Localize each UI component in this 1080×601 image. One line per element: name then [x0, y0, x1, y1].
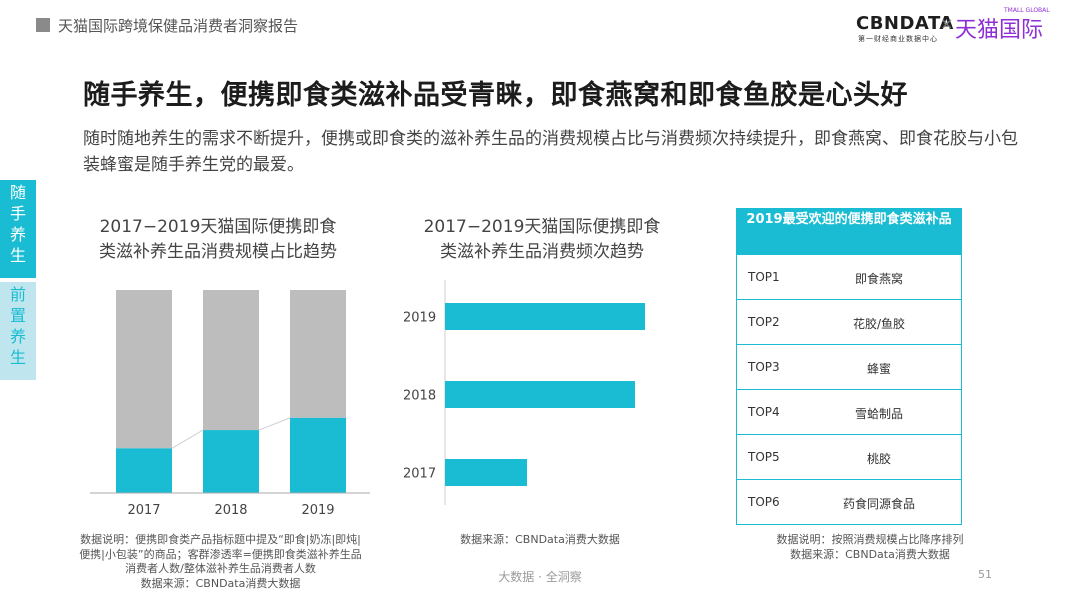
side-tab-casual-wellness[interactable]: 随 手 养 生	[0, 180, 36, 278]
side-tab-early-wellness[interactable]: 前 置 养 生	[0, 282, 36, 380]
x-tick-label: 2019	[301, 503, 334, 518]
product-name: 桃胶	[866, 452, 891, 466]
chart2-title-line: 类滋补养生品消费频次趋势	[440, 242, 644, 262]
chart2-title: 2017−2019天猫国际便携即食 类滋补养生品消费频次趋势	[412, 215, 672, 265]
trend-connector	[258, 417, 291, 431]
product-name: 花胶/鱼胶	[852, 317, 906, 331]
bar-share-2018	[203, 430, 259, 493]
top-products-table: 2019最受欢迎的便携即食类滋补品 TOP1 即食燕窝 TOP2 花胶/鱼胶 TOP3 蜂…	[736, 208, 962, 525]
rank-label: TOP5	[748, 450, 780, 464]
note-line: 便携|小包装”的商品；客群渗透率=便携即食类滋补养生品	[79, 547, 362, 561]
page-subtext: 随时随地养生的需求不断提升，便携或即食类的滋补养生品的消费规模占比与消费频次持续…	[83, 129, 1018, 175]
side-tab-char: 置	[9, 306, 26, 325]
bar-gray-2018	[203, 290, 259, 431]
bar-frequency-2019	[445, 303, 645, 330]
bar-gray-2017	[116, 290, 172, 449]
table-row: TOP2 花胶/鱼胶	[737, 299, 961, 344]
side-tab-char: 前	[9, 285, 26, 304]
header-marker	[36, 18, 50, 32]
note-line: 消费者人数/整体滋补养生品消费者人数	[125, 562, 316, 575]
bar-frequency-2017	[445, 459, 527, 486]
page-number: 51	[978, 568, 992, 581]
product-name: 药食同源食品	[842, 497, 915, 511]
x-tick-label: 2018	[214, 503, 247, 518]
report-title: 天猫国际跨境保健品消费者洞察报告	[58, 17, 299, 35]
chart2-horizontal-bar: 2019 2018 2017	[403, 280, 645, 505]
chart2-title-line: 2017−2019天猫国际便携即食	[423, 217, 661, 237]
product-name: 即食燕窝	[854, 272, 903, 286]
chart1-title: 2017−2019天猫国际便携即食 类滋补养生品消费规模占比趋势	[88, 215, 348, 265]
rank-label: TOP1	[748, 270, 780, 284]
tmall-global-logo: 天猫国际	[955, 18, 1044, 43]
side-tab-char: 手	[9, 204, 26, 223]
chart1-notes: 数据说明：便携即食类产品指标题中提及“即食|奶冻|即炖| 便携|小包装”的商品；…	[78, 533, 363, 591]
page-headline: 随手养生，便携即食类滋补品受青睐，即食燕窝和即食鱼胶是心头好	[83, 80, 908, 111]
cbndata-logo-subtitle: 第一财经商业数据中心	[858, 35, 938, 43]
table-title: 2019最受欢迎的便携即食类滋补品	[746, 212, 952, 227]
table-row: TOP6 药食同源食品	[737, 479, 961, 524]
side-tab-char: 随	[9, 183, 26, 202]
chart3-notes: 数据说明：按照消费规模占比降序排列 数据来源：CBNData消费大数据	[750, 533, 990, 562]
side-tab-char: 生	[9, 348, 26, 367]
table-row: TOP4 雪蛤制品	[737, 389, 961, 434]
side-tab-char: 养	[9, 327, 26, 346]
bar-gray-2019	[290, 290, 346, 418]
rank-label: TOP3	[748, 360, 780, 374]
table-row: TOP3 蜂蜜	[737, 344, 961, 389]
y-tick-label: 2019	[403, 311, 436, 326]
y-tick-label: 2018	[403, 389, 436, 404]
table-row: TOP1 即食燕窝	[737, 254, 961, 299]
bar-frequency-2018	[445, 381, 635, 408]
rank-label: TOP2	[748, 315, 780, 329]
x-tick-label: 2017	[127, 503, 160, 518]
rank-label: TOP6	[748, 495, 780, 509]
chart2-notes: 数据来源：CBNData消费大数据	[420, 533, 660, 548]
table-row: TOP5 桃胶	[737, 434, 961, 479]
chart1-stacked-bar: 2017 2018 2019	[90, 290, 370, 518]
logo-separator: ×	[940, 14, 954, 33]
product-name: 蜂蜜	[866, 362, 891, 376]
product-name: 雪蛤制品	[854, 407, 903, 421]
note-line: 数据说明：按照消费规模占比降序排列	[776, 533, 964, 546]
rank-label: TOP4	[748, 405, 780, 419]
bar-share-2017	[116, 448, 172, 493]
side-tab-char: 生	[9, 246, 26, 265]
note-line: 数据来源：CBNData消费大数据	[140, 576, 301, 590]
trend-connector	[171, 429, 204, 449]
note-line: 数据来源：CBNData消费大数据	[790, 547, 950, 561]
chart1-title-line: 类滋补养生品消费规模占比趋势	[99, 242, 337, 262]
y-tick-label: 2017	[403, 467, 436, 482]
side-tab-char: 养	[9, 225, 26, 244]
note-line: 数据说明：便携即食类产品指标题中提及“即食|奶冻|即炖|	[80, 533, 361, 546]
note-line: 数据来源：CBNData消费大数据	[460, 533, 620, 546]
cbndata-logo: CBNDATA	[856, 13, 954, 34]
tmall-global-logo-subtitle: TMALL GLOBAL	[1004, 7, 1050, 14]
bar-share-2019	[290, 417, 346, 493]
chart1-title-line: 2017−2019天猫国际便携即食	[99, 217, 337, 237]
footer-slogan: 大数据 · 全洞察	[498, 570, 582, 584]
table-header: 2019最受欢迎的便携即食类滋补品	[737, 209, 961, 254]
